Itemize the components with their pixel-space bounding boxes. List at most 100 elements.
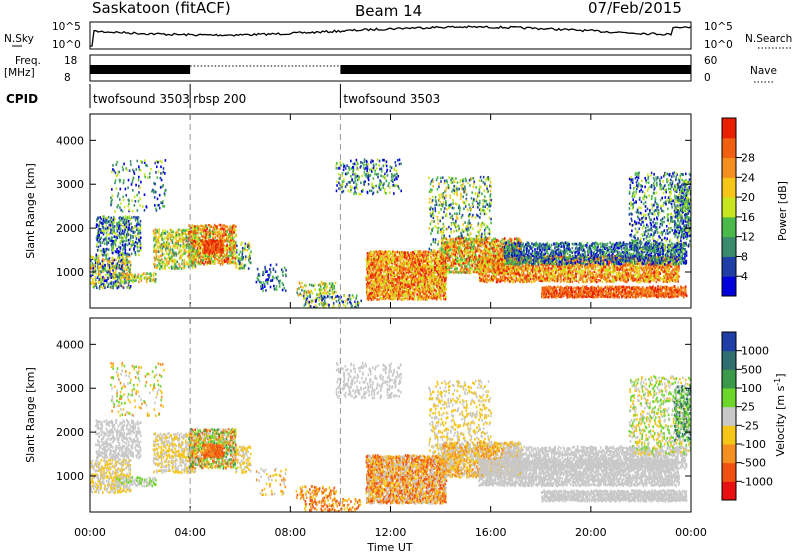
echo-cell <box>390 172 393 176</box>
echo-cell <box>107 284 110 288</box>
echo-cell <box>329 286 331 290</box>
echo-cell <box>102 267 105 271</box>
echo-cell <box>370 251 372 255</box>
echo-cell <box>296 288 299 291</box>
echo-cell <box>374 296 377 299</box>
echo-cell <box>427 256 429 259</box>
echo-cell <box>477 245 480 248</box>
echo-cell <box>426 277 428 281</box>
echo-cell <box>185 262 187 266</box>
echo-cell <box>203 254 206 258</box>
echo-cell <box>272 268 275 271</box>
echo-cell <box>407 262 409 265</box>
echo-cell <box>226 256 229 260</box>
echo-cell <box>461 255 463 259</box>
echo-cell <box>131 209 134 213</box>
echo-cell <box>209 234 212 238</box>
echo-cell <box>115 163 118 166</box>
echo-cell <box>406 259 408 262</box>
echo-cell <box>95 261 97 264</box>
echo-cell <box>331 296 333 299</box>
echo-cell <box>450 239 453 243</box>
echo-cell <box>468 238 471 241</box>
echo-cell <box>97 262 99 265</box>
echo-cell <box>374 261 377 264</box>
echo-cell <box>112 168 114 171</box>
echo-cell <box>135 183 137 187</box>
echo-cell <box>269 279 272 283</box>
echo-cell <box>164 242 167 246</box>
echo-cell <box>179 250 182 253</box>
echo-cell <box>97 264 100 268</box>
echo-cell <box>125 273 128 277</box>
echo-cell <box>162 167 165 170</box>
echo-cell <box>140 244 142 247</box>
echo-cell <box>471 267 473 271</box>
echo-cell <box>464 239 467 243</box>
echo-cell <box>114 244 117 248</box>
echo-cell <box>99 221 102 224</box>
echo-cell <box>127 238 130 242</box>
echo-cell <box>336 184 338 187</box>
echo-cell <box>171 257 173 260</box>
echo-cell <box>97 279 100 283</box>
echo-cell <box>210 239 213 242</box>
echo-cell <box>483 189 486 193</box>
echo-cell <box>206 236 209 239</box>
echo-cell <box>471 241 474 244</box>
echo-cell <box>314 304 317 307</box>
echo-cell <box>473 266 476 269</box>
echo-cell <box>419 264 421 268</box>
echo-cell <box>92 264 94 268</box>
echo-cell <box>367 287 369 290</box>
echo-cell <box>113 227 115 231</box>
echo-cell <box>206 242 209 245</box>
echo-cell <box>244 255 247 258</box>
echo-cell <box>302 286 304 289</box>
echo-cell <box>452 178 455 182</box>
echo-cell <box>362 180 365 184</box>
echo-cell <box>406 268 409 272</box>
echo-cell <box>103 279 106 283</box>
echo-cell <box>116 233 119 237</box>
echo-cell <box>271 278 274 282</box>
echo-cell <box>382 289 385 292</box>
echo-cell <box>118 266 120 269</box>
echo-cell <box>132 176 135 180</box>
echo-cell <box>380 180 382 184</box>
echo-cell <box>442 239 444 242</box>
echo-cell <box>220 237 223 240</box>
echo-cell <box>487 232 489 235</box>
echo-cell <box>164 229 167 232</box>
echo-cell <box>192 255 194 258</box>
echo-cell <box>182 228 185 232</box>
echo-cell <box>231 246 233 250</box>
echo-cell <box>129 270 131 274</box>
echo-cell <box>476 192 479 195</box>
echo-cell <box>136 209 139 212</box>
echo-cell <box>159 254 162 258</box>
echo-cell <box>370 160 372 164</box>
echo-cell <box>455 256 457 259</box>
echo-cell <box>404 296 407 300</box>
echo-cell <box>447 186 450 190</box>
echo-cell <box>129 160 132 163</box>
echo-cell <box>194 265 197 269</box>
echo-cell <box>139 246 142 250</box>
echo-cell <box>320 294 323 298</box>
echo-cell <box>239 264 241 267</box>
echo-cell <box>442 264 445 267</box>
echo-cell <box>110 245 113 248</box>
echo-cell <box>342 300 344 304</box>
echo-cell <box>431 272 433 275</box>
echo-cell <box>341 174 343 178</box>
echo-cell <box>390 273 393 276</box>
echo-cell <box>468 178 471 182</box>
echo-cell <box>356 300 359 304</box>
echo-cell <box>374 259 377 262</box>
echo-cell <box>276 277 279 281</box>
echo-cell <box>126 254 129 258</box>
echo-cell <box>194 249 197 253</box>
echo-cell <box>432 227 434 230</box>
echo-cell <box>331 289 333 293</box>
